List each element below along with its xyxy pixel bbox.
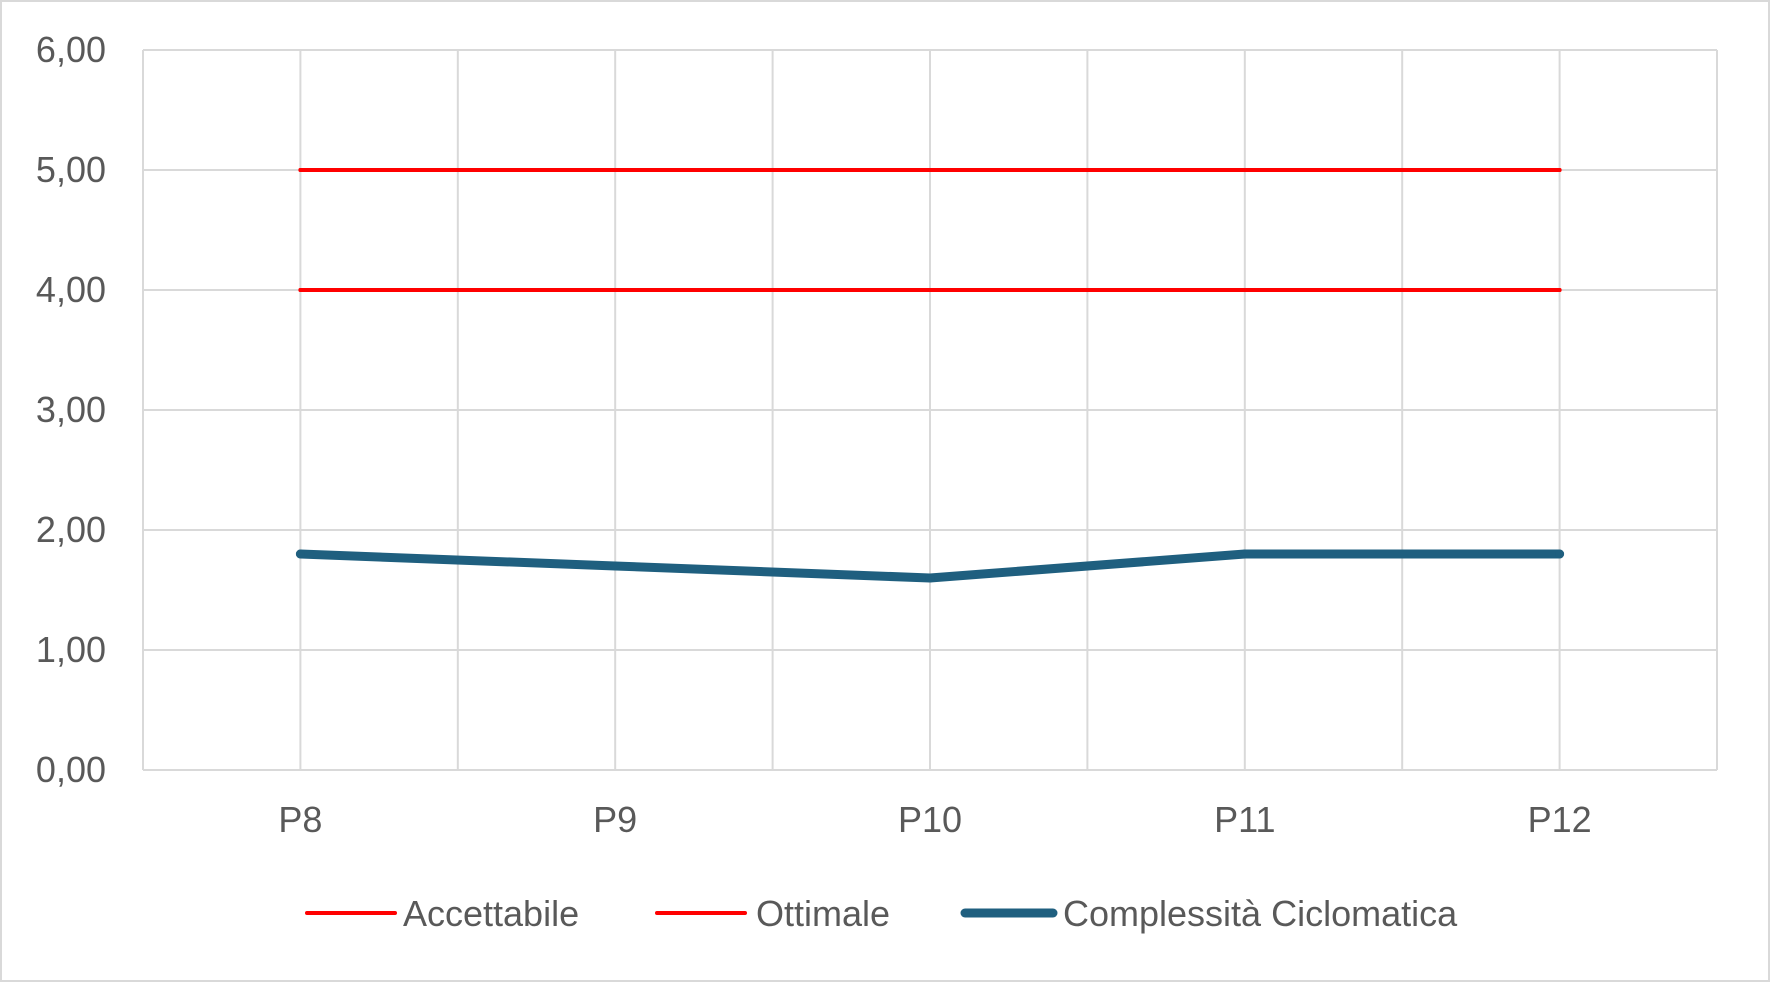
legend-label: Ottimale: [756, 893, 890, 934]
data-point: [298, 168, 303, 172]
data-point: [928, 168, 932, 172]
x-tick-label: P12: [1528, 799, 1592, 840]
data-point: [925, 573, 935, 583]
x-tick-label: P11: [1214, 799, 1275, 840]
data-point: [1240, 549, 1250, 559]
data-point: [613, 168, 618, 172]
legend-label: Complessità Ciclomatica: [1063, 893, 1458, 934]
data-point: [610, 561, 620, 571]
data-point: [928, 288, 932, 292]
data-point: [1242, 288, 1247, 292]
legend: Accettabile Ottimale Complessità Ciclomati…: [305, 893, 1458, 934]
data-point: [298, 288, 303, 292]
legend-label: Accettabile: [403, 893, 579, 934]
gridlines: [142, 49, 1718, 771]
data-point: [1555, 549, 1565, 559]
x-tick-label: P9: [593, 799, 637, 840]
data-point: [1557, 168, 1562, 172]
data-point: [1557, 288, 1562, 292]
y-tick-label: 1,00: [36, 629, 106, 670]
y-tick-label: 4,00: [36, 269, 106, 310]
data-point: [613, 288, 618, 292]
x-tick-label: P8: [278, 799, 322, 840]
y-tick-label: 0,00: [36, 749, 106, 790]
data-point: [295, 549, 305, 559]
y-tick-label: 3,00: [36, 389, 106, 430]
y-tick-label: 5,00: [36, 149, 106, 190]
y-tick-label: 2,00: [36, 509, 106, 550]
x-tick-label: P10: [898, 799, 962, 840]
y-tick-label: 6,00: [36, 29, 106, 70]
data-point: [1242, 168, 1247, 172]
